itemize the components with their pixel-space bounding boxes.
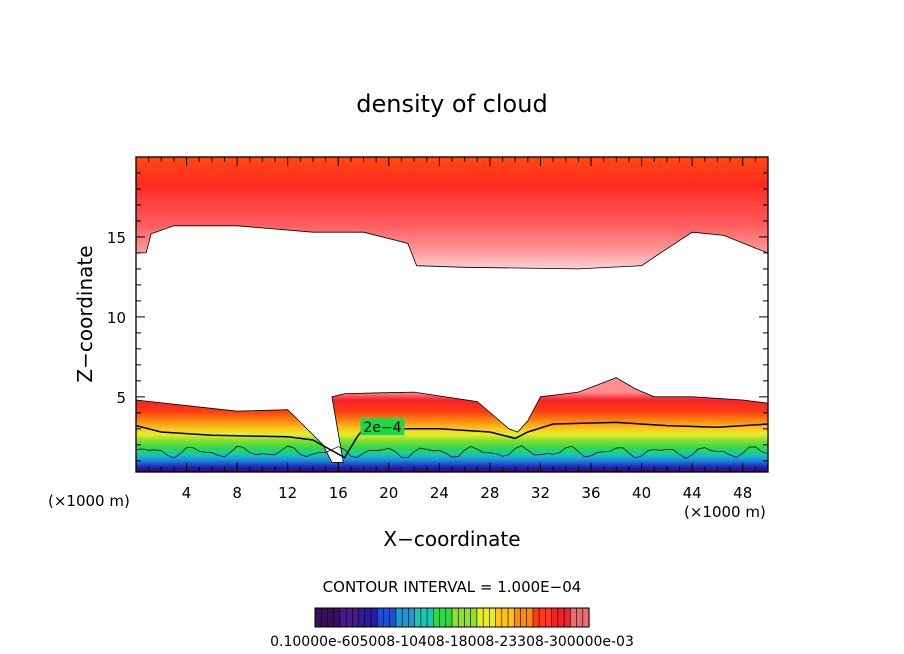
y-tick-labels: 5 10 15 [107, 229, 126, 407]
colorbar-cell [383, 607, 391, 628]
x-tick-label: 24 [430, 484, 449, 502]
colorbar-cell [433, 607, 441, 628]
colorbar-cell [482, 607, 490, 628]
colorbar-cell [352, 607, 360, 628]
chart-title: density of cloud [356, 90, 547, 118]
x-tick-label: 4 [182, 484, 192, 502]
colorbar-cell [495, 607, 503, 628]
colorbar-cell [532, 607, 540, 628]
colorbar-cell [582, 607, 590, 628]
colorbar-cell [451, 607, 459, 628]
contour-label: 2e−4 [363, 420, 401, 436]
colorbar-cell [445, 607, 453, 628]
colorbar-cell [526, 607, 534, 628]
colorbar-cell [345, 607, 353, 628]
x-tick-label: 36 [581, 484, 600, 502]
colorbar-cell [401, 607, 410, 628]
field-layers: 2e−4 [136, 157, 768, 472]
contour-label-backing [360, 418, 405, 436]
colorbar-cell [563, 607, 571, 628]
colorbar-cell [339, 607, 347, 628]
colorbar-cell [320, 607, 329, 628]
colorbar-cell [395, 607, 403, 628]
x-unit-label: (×1000 m) [684, 503, 766, 521]
colorbar-labels: 0.10000e-605008-10408-18008-23308-300000… [270, 634, 634, 650]
colorbar-cell [538, 607, 547, 628]
lower-layer-outline [136, 377, 768, 463]
colorbar-cell [389, 607, 397, 628]
colorbar-cell [457, 607, 466, 628]
colorbar-cell [358, 607, 366, 628]
y-tick-label: 5 [116, 389, 126, 407]
colorbar-cell [476, 607, 484, 628]
colorbar-cell [414, 607, 422, 628]
colorbar-cell [576, 607, 584, 628]
x-axis-label: X−coordinate [383, 527, 520, 551]
colorbar-cell [507, 607, 515, 628]
colorbar-cell [464, 607, 472, 628]
colorbar-cell [513, 607, 522, 628]
colorbar-cell [408, 607, 416, 628]
x-tick-label: 44 [683, 484, 702, 502]
colorbar-cell [570, 607, 578, 628]
contour-line-surface [136, 445, 768, 459]
x-tick-label: 20 [379, 484, 398, 502]
colorbar-cell [489, 607, 497, 628]
plot-area: 2e−4 [135, 156, 769, 473]
lower-cloud-layer [136, 377, 768, 472]
colorbar-cell [370, 607, 378, 628]
y-unit-label: (×1000 m) [48, 492, 130, 510]
colorbar-cell [420, 607, 428, 628]
colorbar-frame [314, 607, 590, 628]
ticks [136, 157, 768, 472]
x-tick-label: 16 [329, 484, 348, 502]
colorbar-cell [439, 607, 447, 628]
colorbar-cell [501, 607, 509, 628]
x-tick-labels: 4 8 12 16 20 24 28 32 36 40 44 48 [182, 484, 752, 502]
colorbar-cell [333, 607, 341, 628]
colorbar-cell [327, 607, 335, 628]
y-tick-label: 15 [107, 229, 126, 247]
colorbar-cell [426, 607, 434, 628]
colorbar-cell [364, 607, 372, 628]
x-tick-label: 40 [632, 484, 651, 502]
y-tick-label: 10 [107, 309, 126, 327]
x-tick-label: 48 [733, 484, 752, 502]
colorbar-cell [545, 607, 553, 628]
colorbar [314, 607, 590, 628]
colorbar-cell [376, 607, 385, 628]
colorbar-cell [470, 607, 478, 628]
contour-interval-text: CONTOUR INTERVAL = 1.000E−04 [323, 578, 582, 596]
x-tick-label: 28 [480, 484, 499, 502]
x-tick-label: 12 [278, 484, 297, 502]
colorbar-cell [520, 607, 528, 628]
upper-cloud-layer [136, 157, 768, 269]
upper-layer-contour [136, 225, 768, 270]
contour-line-2e-4 [136, 421, 768, 459]
y-axis-label: Z−coordinate [73, 245, 97, 382]
colorbar-cell [551, 607, 559, 628]
x-tick-label: 8 [232, 484, 242, 502]
colorbar-cell [314, 607, 322, 628]
x-tick-label: 32 [531, 484, 550, 502]
colorbar-cell [557, 607, 565, 628]
